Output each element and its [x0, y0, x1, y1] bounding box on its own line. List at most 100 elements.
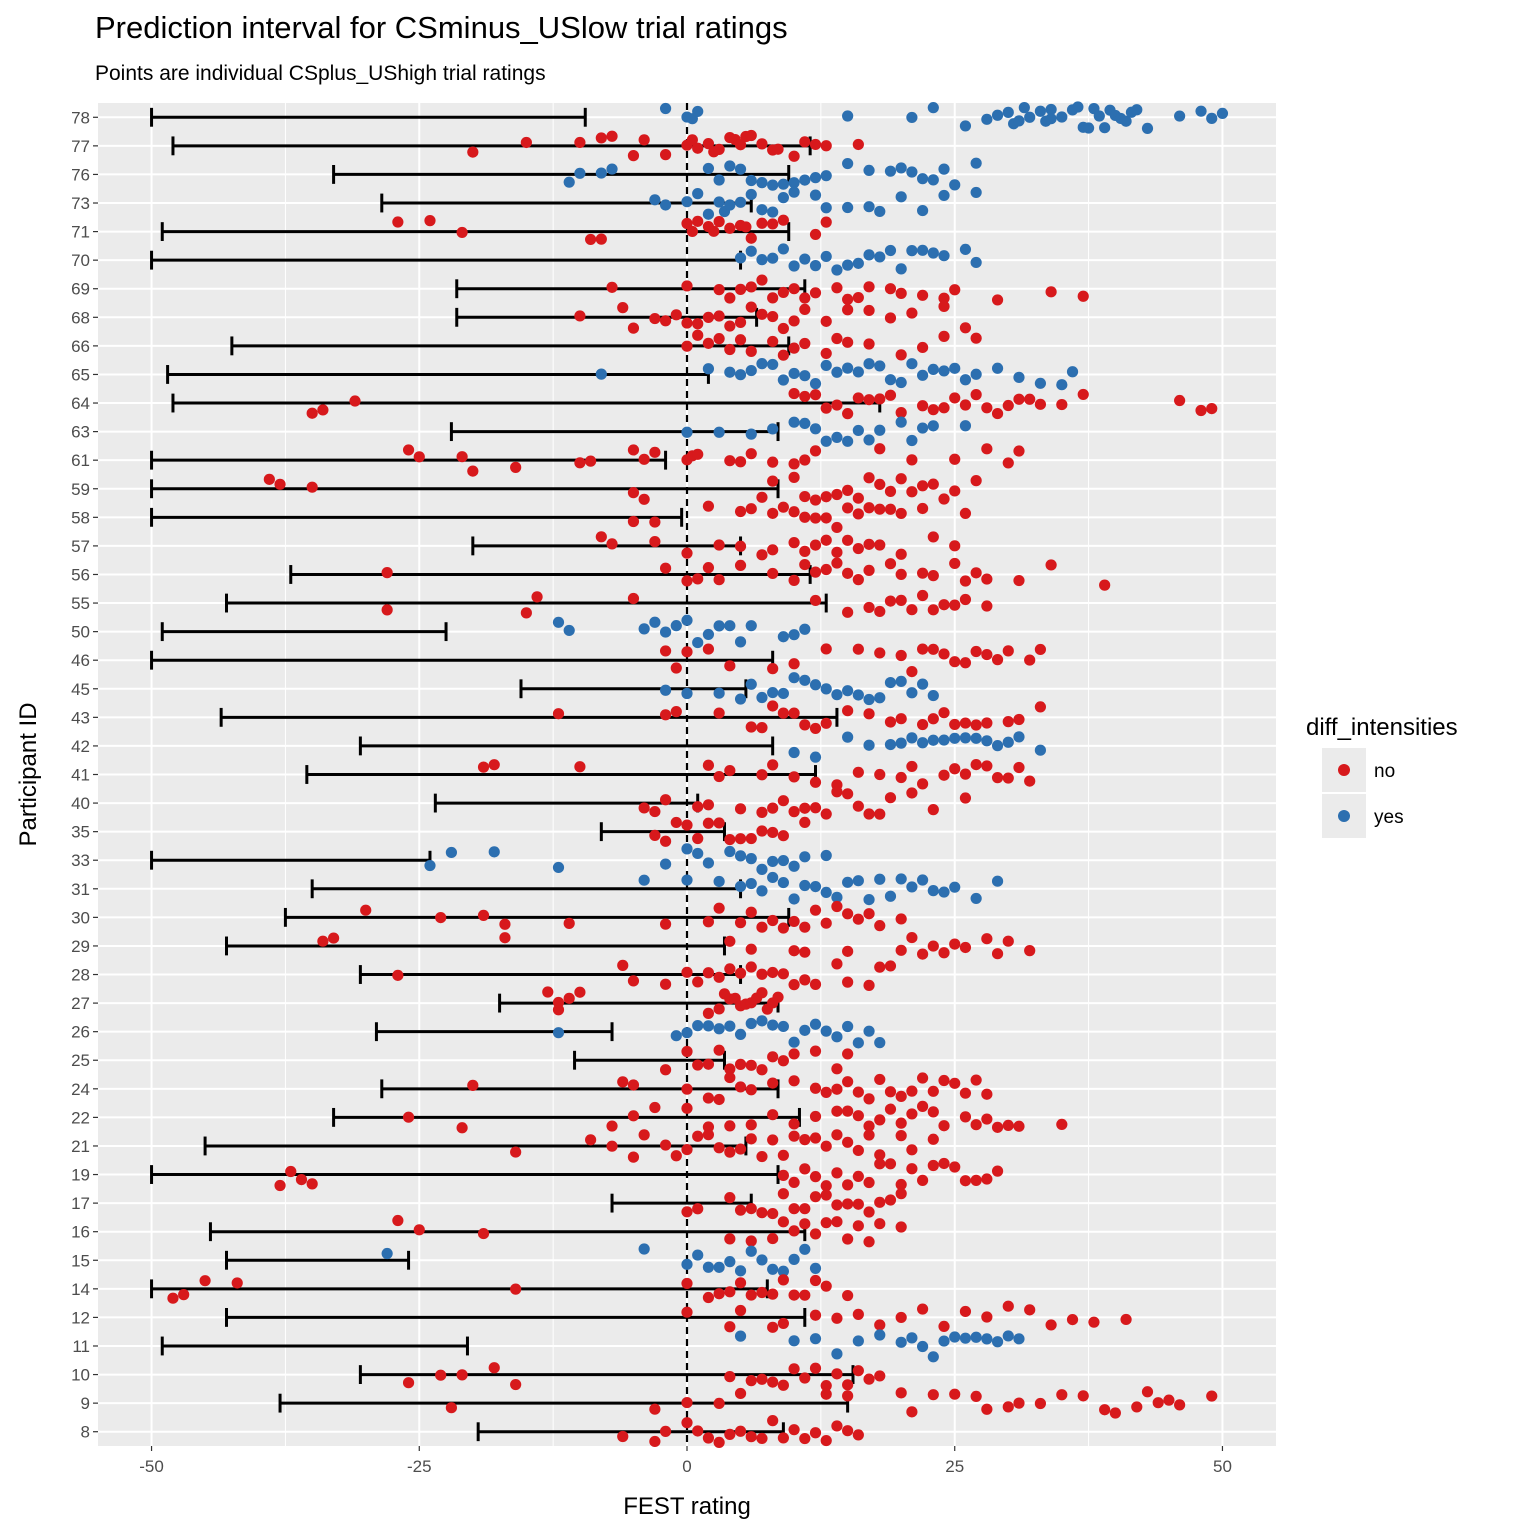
rating-point [895, 1387, 907, 1399]
rating-point [820, 1434, 832, 1447]
rating-point [917, 422, 929, 434]
rating-point [863, 739, 875, 751]
rating-point [874, 360, 886, 372]
interval-26 [374, 1022, 614, 1042]
rating-point [681, 1258, 693, 1270]
rating-point [745, 1133, 757, 1145]
rating-point [906, 881, 918, 893]
rating-point [681, 1277, 693, 1290]
rating-point [788, 1363, 800, 1375]
rating-point [809, 1018, 822, 1030]
rating-point [981, 933, 993, 945]
rating-point [1002, 1300, 1014, 1312]
rating-point [659, 709, 672, 721]
rating-point [809, 1274, 822, 1287]
rating-point [1002, 716, 1014, 728]
x-tick-label: 0 [682, 1457, 691, 1476]
rating-point [767, 544, 779, 556]
rating-point [863, 808, 875, 820]
rating-point [970, 332, 982, 344]
rating-point [959, 1111, 972, 1123]
rating-point [1013, 1397, 1025, 1409]
rating-point [649, 1435, 661, 1448]
rating-point [831, 546, 843, 558]
rating-point [381, 567, 393, 579]
rating-point [734, 1330, 747, 1342]
rating-point [959, 768, 972, 780]
rating-point [1141, 1386, 1154, 1398]
rating-point [767, 1263, 779, 1275]
rating-point [767, 914, 779, 927]
rating-point [595, 233, 607, 245]
rating-point [906, 454, 918, 466]
rating-point [681, 614, 693, 626]
x-tick-label: -25 [407, 1457, 432, 1476]
rating-point [906, 787, 918, 799]
rating-point [831, 1216, 843, 1228]
rating-point [852, 1086, 864, 1098]
rating-point [659, 858, 672, 870]
rating-point [949, 540, 961, 552]
rating-point [884, 1194, 897, 1206]
rating-point [745, 345, 757, 357]
rating-point [938, 1157, 950, 1170]
rating-point [777, 830, 789, 842]
rating-point [467, 146, 479, 158]
rating-point [606, 163, 618, 175]
rating-point [1152, 1397, 1164, 1409]
rating-point [884, 1158, 897, 1170]
rating-point [1195, 105, 1207, 117]
rating-point [831, 1312, 843, 1324]
rating-point [724, 1020, 736, 1032]
rating-point [895, 873, 907, 885]
rating-point [745, 877, 757, 890]
rating-point [906, 687, 918, 699]
rating-point [970, 567, 982, 579]
rating-point [842, 1076, 854, 1088]
rating-point [959, 593, 972, 606]
rating-point [745, 1017, 757, 1030]
rating-point [852, 1220, 864, 1232]
rating-point [702, 562, 715, 574]
rating-point [981, 1311, 993, 1323]
rating-point [852, 766, 864, 778]
rating-point [1206, 1390, 1218, 1402]
y-axis-ticks: 78 77 76 73 71 70 69 68 66 65 64 63 61 59 58 57 56 55 50 46… [71, 108, 98, 1442]
rating-point [959, 941, 972, 954]
rating-point [863, 708, 875, 720]
rating-point [831, 1083, 843, 1095]
rating-point [456, 1369, 468, 1381]
rating-point [895, 944, 907, 956]
rating-point [745, 1235, 757, 1247]
rating-point [906, 358, 918, 370]
rating-point [627, 322, 640, 334]
rating-point [649, 616, 661, 628]
rating-point [424, 859, 436, 872]
rating-point [681, 196, 693, 208]
rating-point [820, 886, 832, 898]
rating-point [831, 1105, 843, 1117]
rating-point [799, 337, 811, 350]
rating-point [842, 1048, 854, 1060]
rating-point [831, 264, 843, 276]
rating-point [938, 648, 950, 660]
rating-point [734, 1425, 747, 1437]
rating-point [477, 761, 490, 773]
rating-point [842, 502, 854, 514]
rating-point [863, 1093, 875, 1105]
rating-point [638, 623, 650, 635]
rating-point [852, 913, 864, 925]
rating-point [874, 873, 886, 885]
rating-point [831, 958, 843, 970]
rating-point [981, 443, 993, 455]
rating-point [756, 863, 768, 875]
rating-point [724, 320, 736, 332]
rating-point [745, 620, 757, 632]
rating-point [842, 259, 854, 271]
rating-point [734, 833, 747, 845]
rating-point [799, 136, 811, 148]
y-tick-label: 63 [71, 423, 90, 442]
rating-point [809, 722, 822, 735]
rating-point [306, 407, 318, 419]
rating-point [981, 717, 993, 729]
